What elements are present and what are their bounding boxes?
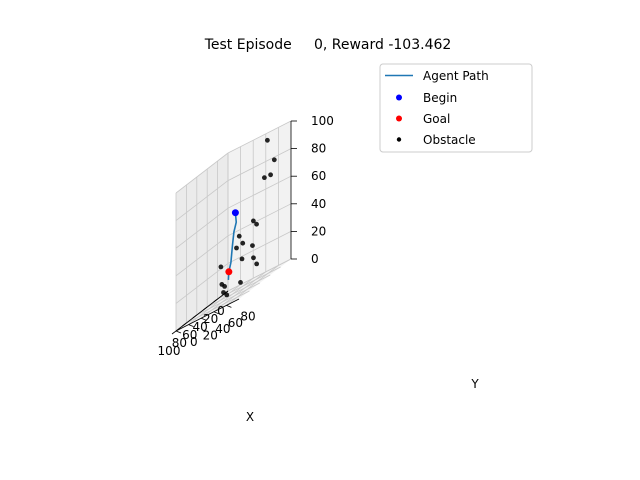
z-tick-label: 80	[311, 142, 326, 156]
obstacle-point	[221, 290, 226, 295]
obstacle-point	[254, 261, 260, 267]
obstacle-point	[268, 172, 273, 178]
z-gridline-ypane	[227, 175, 292, 209]
obstacle-point	[254, 221, 259, 227]
x-tick	[202, 306, 208, 311]
legend-obstacle-label: Obstacle	[423, 133, 476, 147]
legend-begin-swatch	[396, 94, 402, 101]
obstacle-point	[251, 255, 256, 261]
z-gridline-xpane	[175, 152, 229, 194]
obstacle-point	[219, 282, 225, 287]
y-tick	[226, 305, 232, 308]
begin-point	[231, 209, 239, 217]
x-tick-label: 60	[182, 328, 197, 342]
y-back-pane	[228, 121, 291, 291]
z-gridline-ypane	[227, 258, 292, 292]
x-back-pane	[176, 153, 228, 331]
y-tick-label: 0	[190, 335, 198, 349]
legend-obstacle-swatch	[396, 137, 402, 142]
z-gridline-ypane	[227, 203, 292, 237]
z-tick-label: 20	[311, 224, 326, 238]
axis-panes	[176, 121, 291, 331]
z-gridline-ypane	[227, 148, 292, 181]
z-gridline-xpane	[175, 263, 229, 304]
x-gridline-floor	[186, 290, 250, 324]
chart-title: Test Episode 0, Reward -103.462	[204, 37, 452, 53]
y-tick	[213, 311, 219, 315]
legend-goal-label: Goal	[423, 112, 450, 126]
legend: Agent Path Begin Goal Obstacle	[379, 63, 533, 153]
x-tick-label: 0	[217, 304, 225, 318]
x-gridline-floor	[207, 274, 271, 308]
legend-begin-label: Begin	[423, 91, 457, 105]
z-gridline-xpane	[175, 180, 229, 221]
x-axis-label: X	[246, 410, 254, 424]
z-gridline-xpane	[175, 207, 229, 249]
obstacle-point	[264, 137, 270, 143]
goal-point	[225, 268, 233, 276]
x-tick	[182, 322, 187, 327]
z-tick-label: 100	[311, 114, 334, 128]
y-gridline-floor	[213, 271, 267, 313]
x-gridline-floor	[196, 282, 260, 316]
y-tick	[188, 324, 194, 327]
gridlines	[175, 120, 292, 332]
obstacle-point	[250, 218, 256, 224]
y-tick	[201, 317, 207, 321]
y-axis-label: Y	[470, 377, 479, 391]
legend-goal-swatch	[396, 115, 402, 122]
obstacle-point	[218, 264, 224, 270]
floor-pane	[176, 259, 291, 331]
obstacle-point	[271, 157, 277, 163]
obstacle-point	[234, 245, 239, 251]
x-tick	[171, 330, 177, 335]
y-tick-label: 40	[215, 322, 230, 336]
x-tick-label: 20	[203, 312, 218, 326]
x-tick-label: 40	[193, 320, 208, 334]
y-gridline-floor	[188, 284, 241, 325]
y-gridline-floor	[200, 277, 254, 319]
legend-frame	[379, 63, 533, 153]
x-tick-label: 80	[172, 336, 187, 350]
obstacle-point	[240, 240, 246, 246]
x-tick-label: 100	[158, 344, 181, 358]
x-tick	[213, 298, 218, 303]
y-tick	[175, 330, 182, 334]
z-gridline-xpane	[175, 235, 229, 277]
z-gridline-ypane	[227, 120, 292, 154]
z-tick-label: 60	[311, 169, 326, 183]
z-gridline-ypane	[227, 231, 292, 264]
z-tick-label: 0	[311, 252, 319, 266]
y-tick-label: 60	[228, 316, 243, 330]
plot-marks	[218, 137, 277, 298]
y-axis-line	[175, 298, 240, 332]
y-tick-label: 20	[203, 329, 218, 343]
y-gridline-floor	[226, 265, 279, 306]
obstacle-point	[239, 256, 245, 262]
x-tick	[192, 314, 198, 319]
z-tick-label: 40	[311, 197, 326, 211]
legend-agent-path-label: Agent Path	[423, 69, 489, 83]
obstacle-point	[261, 175, 267, 181]
obstacle-point	[224, 292, 230, 298]
obstacle-point	[238, 280, 243, 285]
tick-marks	[171, 120, 297, 335]
obstacle-point	[250, 243, 255, 249]
y-tick-label: 80	[240, 309, 255, 323]
obstacle-point	[236, 233, 242, 239]
